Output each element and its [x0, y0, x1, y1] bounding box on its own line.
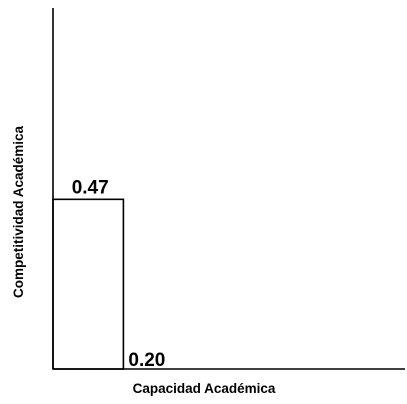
- bar-x-value-label-0: 0.20: [128, 350, 165, 371]
- x-axis-title: Capacidad Académica: [133, 381, 276, 396]
- bar-0: [52, 198, 125, 370]
- plot-area: 0.47 0.20: [52, 8, 405, 371]
- bars-group: 0.47 0.20: [52, 177, 165, 371]
- y-axis-title: Competitividad Académica: [11, 125, 26, 298]
- bar-y-value-label-0: 0.47: [72, 177, 109, 198]
